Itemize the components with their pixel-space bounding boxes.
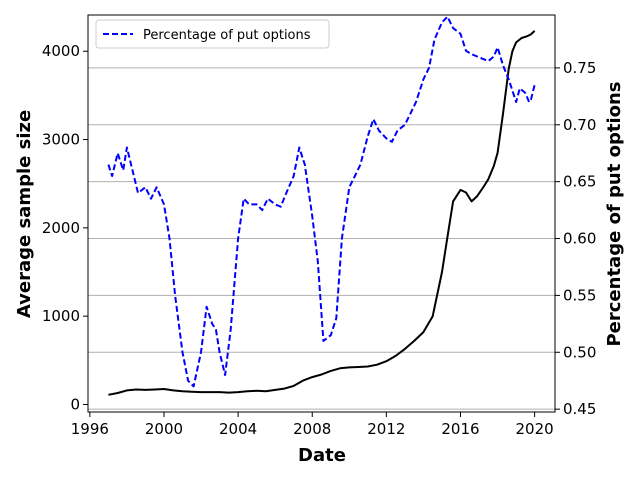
left-tick-label: 0 [70,395,80,413]
x-tick-label: 2000 [145,420,183,438]
legend-label-put-options: Percentage of put options [143,28,311,43]
legend: Percentage of put options [95,19,330,49]
x-tick-label: 2012 [367,420,405,438]
left-tick-label: 4000 [42,42,80,60]
axis-ticks: 1996 2000 2004 2008 2012 2016 2020 0 1000 2000 300… [42,42,597,438]
legend-box [95,19,330,49]
plot-frame [87,14,556,413]
x-tick-label: 1996 [71,420,109,438]
series-line-sample-size [108,30,536,396]
x-tick-label: 2016 [441,420,479,438]
right-tick-label: 0.65 [563,173,596,191]
right-tick-label: 0.50 [563,343,596,361]
x-tick-label: 2008 [293,420,331,438]
x-tick-label: 2020 [516,420,554,438]
right-tick-label: 0.55 [563,286,596,304]
right-tick-label: 0.60 [563,230,596,248]
right-tick-label: 0.70 [563,116,596,134]
right-tick-label: 0.75 [563,59,596,77]
x-axis-title: Date [298,445,346,466]
series-layer [107,15,536,396]
right-axis-title: Percentage of put options [604,81,625,346]
x-tick-label: 2004 [219,420,257,438]
right-tick-label: 0.45 [563,400,596,418]
left-tick-label: 1000 [42,307,80,325]
series-line-put-options [107,15,536,388]
left-tick-label: 2000 [42,219,80,237]
grid-lines [88,67,555,410]
left-tick-label: 3000 [42,131,80,149]
left-axis-title: Average sample size [14,110,35,318]
